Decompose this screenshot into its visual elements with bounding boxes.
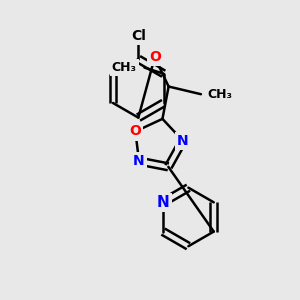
Text: O: O [149, 50, 161, 64]
Text: N: N [177, 134, 189, 148]
Text: Cl: Cl [131, 29, 146, 43]
Text: CH₃: CH₃ [207, 88, 232, 101]
Text: N: N [133, 154, 145, 168]
Text: CH₃: CH₃ [112, 61, 137, 74]
Text: O: O [129, 124, 141, 139]
Text: N: N [157, 195, 169, 210]
